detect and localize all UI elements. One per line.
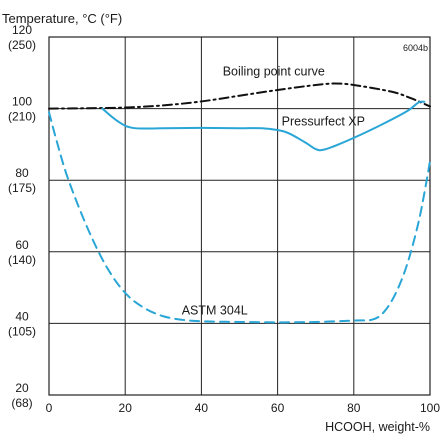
series-line-astm-304l xyxy=(48,111,431,324)
series-label-pressurfect-xp: Pressurfect XP xyxy=(282,114,365,128)
tick-labels: 0 20 40 60 80 100120(250)100(210)80(175)60(14… xyxy=(8,23,440,415)
y-tick-label-c: 20 xyxy=(15,381,29,395)
x-tick-label: 0 xyxy=(46,401,53,415)
y-tick-label-c: 120 xyxy=(12,23,32,37)
figure-code: 6004b xyxy=(403,43,428,53)
y-tick-label-f: (210) xyxy=(8,110,36,124)
y-tick-label-f: (68) xyxy=(11,396,32,410)
y-tick-label-c: 60 xyxy=(15,238,29,252)
x-tick-label: 80 xyxy=(347,401,361,415)
x-tick-label: 40 xyxy=(195,401,209,415)
series-lines xyxy=(48,82,431,324)
y-tick-label-c: 40 xyxy=(15,309,29,323)
annotations: Boiling point curve Pressurfect XP ASTM 30… xyxy=(182,65,365,318)
series-line-pressurfect-xp xyxy=(101,100,426,152)
y-tick-label-f: (175) xyxy=(8,181,36,195)
series-line-boiling-point-curve xyxy=(48,82,431,110)
plot-frame xyxy=(48,36,431,396)
x-tick-label: 20 xyxy=(119,401,133,415)
series-label-astm-304l: ASTM 304L xyxy=(182,303,248,317)
x-tick-label: 60 xyxy=(271,401,285,415)
y-tick-label-f: (250) xyxy=(8,38,36,52)
y-tick-label-c: 80 xyxy=(15,166,29,180)
y-tick-label-f: (140) xyxy=(8,253,36,267)
y-tick-label-c: 100 xyxy=(12,95,32,109)
y-tick-label-f: (105) xyxy=(8,324,36,338)
x-tick-label: 100 xyxy=(420,401,440,415)
series-label-boiling-point-curve: Boiling point curve xyxy=(223,65,325,79)
x-axis-label: HCOOH, weight-% xyxy=(325,420,430,434)
grid xyxy=(48,36,431,396)
y-axis-label: Temperature, °C (°F) xyxy=(2,11,122,26)
